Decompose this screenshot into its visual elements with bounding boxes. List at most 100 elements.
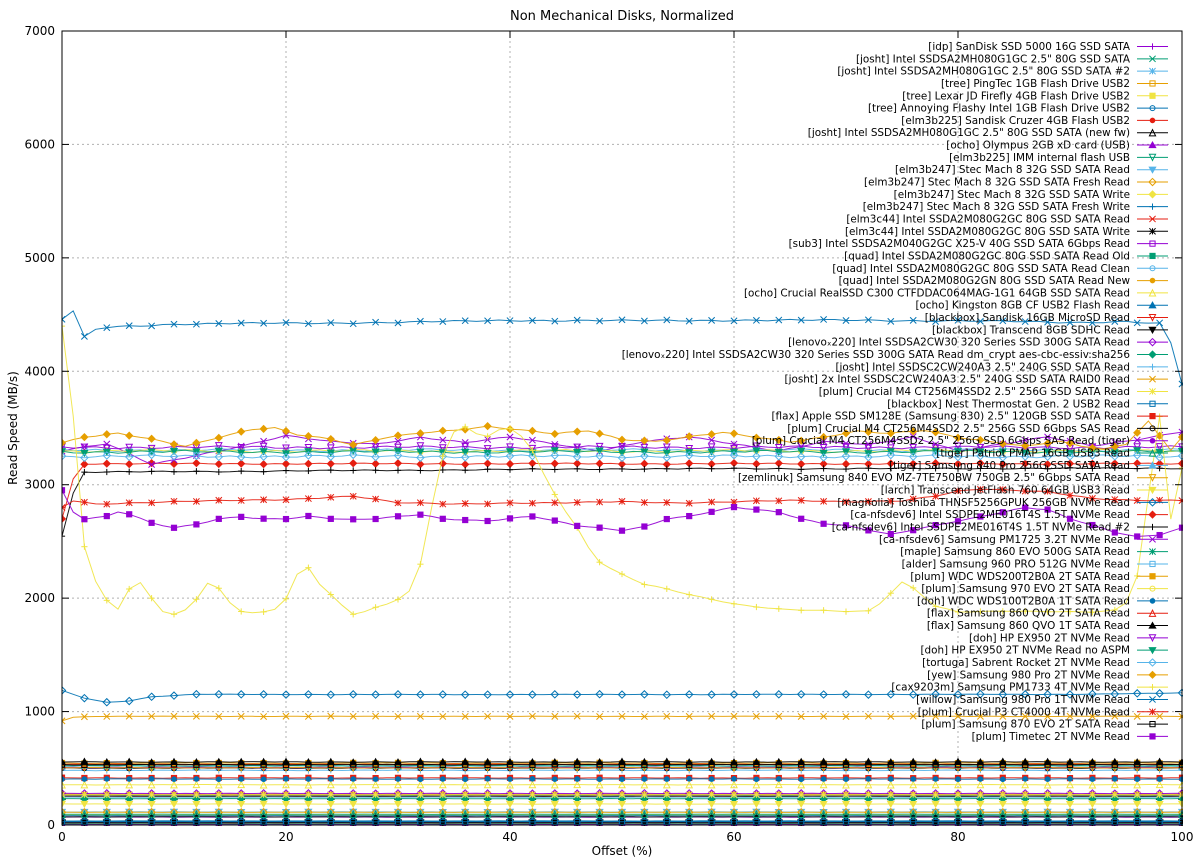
- legend-label: [elm3b225] IMM internal flash USB: [949, 152, 1130, 164]
- legend-label: [flax] Samsung 860 QVO 1T SATA Read: [927, 620, 1130, 632]
- legend-item: [ocho] Crucial RealSSD C300 CTFDDAC064MA…: [744, 287, 1168, 299]
- x-axis-label: Offset (%): [592, 844, 653, 858]
- legend-item: [ca-nfsdev6] Intel SSDPE2ME016T4S 1.5T N…: [832, 521, 1168, 533]
- point-marker: [619, 776, 625, 782]
- point-marker: [664, 776, 670, 782]
- point-marker: [1150, 438, 1156, 444]
- legend-item: [flax] Apple SSD SM128E (Samsung 830) 2.…: [772, 411, 1169, 423]
- legend-label: [alder] Samsung 960 PRO 512G NVMe Read: [902, 558, 1130, 570]
- legend-item: [quad] Intel SSDA2M080G2GC 80G SSD SATA …: [844, 250, 1168, 262]
- point-marker: [910, 776, 916, 782]
- point-marker: [1157, 532, 1163, 538]
- point-marker: [507, 776, 513, 782]
- point-marker: [686, 513, 692, 519]
- y-tick-label: 4000: [24, 364, 55, 378]
- legend-label: [doh] HP EX950 2T NVMe Read no ASPM: [920, 645, 1130, 657]
- legend-label: [elm3b247] Stec Mach 8 32G SSD SATA Fres…: [864, 177, 1130, 189]
- point-marker: [1090, 776, 1096, 782]
- legend-item: [josht] Intel SSDSC2CW240A3 2.5" 240G SS…: [835, 361, 1168, 373]
- legend-item: [elm3b225] Sandisk Cruzer 4GB Flash USB2: [901, 115, 1168, 127]
- point-marker: [1045, 776, 1051, 782]
- point-marker: [395, 776, 401, 782]
- point-marker: [709, 509, 715, 515]
- point-marker: [373, 516, 379, 522]
- point-marker: [216, 777, 222, 783]
- legend-label: [flax] Apple SSD SM128E (Samsung 830) 2.…: [772, 411, 1131, 423]
- point-marker: [597, 525, 603, 531]
- legend-label: [josht] Intel SSDSC2CW240A3 2.5" 240G SS…: [835, 361, 1130, 373]
- legend-label: [plum] Samsung 970 EVO 2T SATA Read: [921, 583, 1130, 595]
- legend-label: [plum] Timetec 2T NVMe Read: [972, 731, 1130, 743]
- legend-label: [tiger] Patriot PMAP 16GB USB3 Read: [936, 448, 1130, 460]
- point-marker: [686, 776, 692, 782]
- legend-label: [larch] Transcend JetFlash 760 64GB USB3…: [881, 485, 1130, 497]
- point-marker: [126, 776, 132, 782]
- legend-item: [ca-nfsdev6] Samsung PM1725 3.2T NVMe Re…: [879, 534, 1168, 546]
- point-marker: [440, 516, 446, 522]
- point-marker: [193, 521, 199, 527]
- legend-item: [blackbox] Nest Thermostat Gen. 2 USB2 R…: [887, 398, 1168, 410]
- point-marker: [1149, 733, 1155, 739]
- x-tick-label: 40: [502, 830, 517, 844]
- point-marker: [507, 515, 513, 521]
- legend-label: [josht] Intel SSDSA2MH080G1GC 2.5" 80G S…: [808, 127, 1130, 139]
- point-marker: [283, 516, 289, 522]
- point-marker: [821, 521, 827, 527]
- point-marker: [552, 517, 558, 523]
- point-marker: [171, 776, 177, 782]
- point-marker: [1150, 278, 1156, 284]
- legend-label: [plum] Crucial M4 CT256M4SSD2 2.5" 256G …: [787, 423, 1130, 435]
- legend-label: [blackbox] Nest Thermostat Gen. 2 USB2 R…: [887, 398, 1130, 410]
- legend-item: [ca-nfsdev6] Intel SSDPE2ME016T4S 1.5T N…: [850, 509, 1168, 521]
- y-tick-label: 7000: [24, 24, 55, 38]
- y-tick-label: 6000: [24, 137, 55, 151]
- y-tick-label: 2000: [24, 591, 55, 605]
- point-marker: [821, 776, 827, 782]
- point-marker: [798, 777, 804, 783]
- point-marker: [283, 776, 289, 782]
- legend-item: [josht] Intel SSDSA2MH080G1GC 2.5" 80G S…: [856, 53, 1168, 65]
- point-marker: [641, 523, 647, 529]
- point-marker: [731, 504, 737, 510]
- legend-item: [josht] 2x Intel SSDSC2CW240A3 2.5" 240G…: [785, 374, 1168, 386]
- point-marker: [171, 525, 177, 531]
- point-marker: [417, 512, 423, 518]
- point-marker: [238, 514, 244, 520]
- point-marker: [642, 776, 648, 782]
- legend-item: [elm3b247] Stec Mach 8 32G SSD SATA Fres…: [863, 201, 1168, 213]
- point-marker: [529, 513, 535, 519]
- legend-item: [elm3b247] Stec Mach 8 32G SSD SATA Read: [895, 164, 1168, 176]
- legend-item: [elm3c44] Intel SSDA2M080G2GC 80G SSD SA…: [845, 226, 1168, 238]
- legend-label: [ocho] Crucial RealSSD C300 CTFDDAC064MA…: [744, 287, 1130, 299]
- legend-item: [tree] Lexar JD Firefly 4GB Flash Drive …: [902, 90, 1168, 102]
- y-tick-label: 5000: [24, 251, 55, 265]
- legend-item: [plum] Crucial M4 CT256M4SSD2 2.5" 256G …: [787, 423, 1168, 435]
- legend-label: [zemlinuk] Samsung 840 EVO MZ-7TE750BW 7…: [738, 472, 1130, 484]
- point-marker: [350, 776, 356, 782]
- legend-item: [alder] Samsung 960 PRO 512G NVMe Read: [902, 558, 1168, 570]
- point-marker: [530, 776, 536, 782]
- legend-label: [plum] WDC WDS200T2B0A 2T SATA Read: [910, 571, 1130, 583]
- legend-label: [ocho] Olympus 2GB xD card (USB): [946, 140, 1130, 152]
- point-marker: [373, 776, 379, 782]
- legend-label: [plum] Crucial M4 CT256M4SSD2 2.5" 256G …: [752, 435, 1130, 447]
- legend-item: [elm3b247] Stec Mach 8 32G SSD SATA Fres…: [864, 177, 1168, 189]
- legend-label: [elm3b247] Stec Mach 8 32G SSD SATA Fres…: [863, 201, 1130, 213]
- legend-label: [tiger] Samsung 840 Pro 256G SSD SATA Re…: [889, 460, 1130, 472]
- point-marker: [754, 776, 760, 782]
- legend-item: [quad] Intel SSDA2M080G2GC 80G SSD SATA …: [832, 263, 1168, 275]
- point-marker: [1150, 598, 1156, 604]
- legend-label: [ca-nfsdev6] Intel SSDPE2ME016T4S 1.5T N…: [832, 521, 1130, 533]
- legend-label: [quad] Intel SSDA2M080G2GN 80G SSD SATA …: [839, 275, 1131, 287]
- legend-label: [josht] Intel SSDSA2MH080G1GC 2.5" 80G S…: [837, 66, 1130, 78]
- legend-item: [tree] Annoying Flashy Intel 1GB Flash D…: [868, 103, 1168, 115]
- legend-item: [cax9203m] Samsung PM1733 4T NVMe Read: [891, 682, 1168, 694]
- legend-label: [ca-nfsdev6] Intel SSDPE2ME016T4S 1.5T N…: [850, 509, 1130, 521]
- point-marker: [955, 776, 961, 782]
- legend-item: [elm3c44] Intel SSDA2M080G2GC 80G SSD SA…: [846, 213, 1168, 225]
- legend-label: [magnolia] Toshiba THNSF5256GPUK 256GB N…: [837, 497, 1130, 509]
- y-tick-label: 3000: [24, 478, 55, 492]
- point-marker: [82, 776, 88, 782]
- point-marker: [440, 776, 446, 782]
